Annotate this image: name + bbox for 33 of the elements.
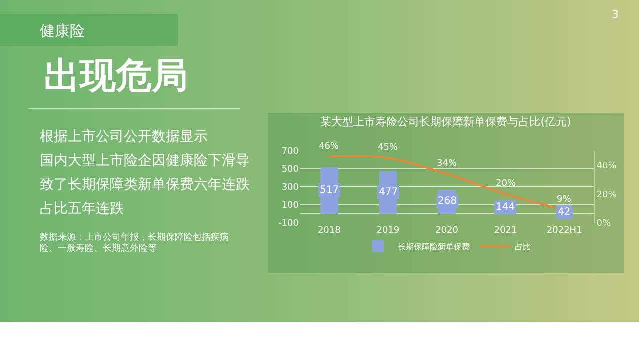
data-label: 20% bbox=[496, 179, 516, 189]
text: 致了长期保障类新单保费六年连跌 bbox=[40, 176, 250, 194]
y2-tick-label: 20% bbox=[596, 190, 618, 200]
data-label: 144 bbox=[496, 202, 516, 213]
chart-title: 某大型上市寿险公司长期保障新单保费与占比(亿元) bbox=[320, 116, 572, 128]
data-label: 9% bbox=[557, 195, 572, 205]
text: 占比五年连跌 bbox=[40, 200, 124, 218]
text: 3 bbox=[612, 8, 619, 21]
y2-tick-label: 0% bbox=[596, 219, 612, 230]
x-tick-label: 2019 bbox=[376, 226, 400, 236]
y-tick-label: 500 bbox=[282, 165, 300, 176]
text: 国内大型上市险企因健康险下滑导 bbox=[40, 152, 250, 170]
x-tick-label: 2018 bbox=[318, 226, 342, 236]
x-tick-label: 2022H1 bbox=[546, 226, 582, 236]
data-label: 46% bbox=[319, 142, 340, 152]
y-tick-label: -100 bbox=[278, 219, 300, 230]
source-note: 数据来源：上市公司年报，长期保障险包括疾病险、一般寿险、长期意外险等 bbox=[40, 233, 230, 256]
text: 出现危局 bbox=[44, 55, 188, 99]
y-tick-label: 100 bbox=[282, 201, 300, 212]
legend-label: 占比 bbox=[515, 242, 531, 252]
data-label: 34% bbox=[437, 159, 458, 169]
text: 根据上市公司公开数据显示 bbox=[40, 128, 208, 146]
data-label: 45% bbox=[378, 143, 398, 153]
legend-label: 长期保障险新单保费 bbox=[398, 242, 470, 252]
y2-tick-label: 40% bbox=[596, 162, 618, 172]
y-tick-label: 700 bbox=[282, 147, 300, 158]
x-tick-label: 2020 bbox=[436, 226, 459, 236]
data-label: 517 bbox=[320, 185, 340, 196]
data-label: 477 bbox=[379, 187, 398, 198]
data-label: 268 bbox=[438, 196, 458, 207]
x-tick-label: 2021 bbox=[494, 226, 518, 236]
y-tick-label: 300 bbox=[282, 183, 300, 194]
text: 健康险 bbox=[40, 22, 85, 41]
